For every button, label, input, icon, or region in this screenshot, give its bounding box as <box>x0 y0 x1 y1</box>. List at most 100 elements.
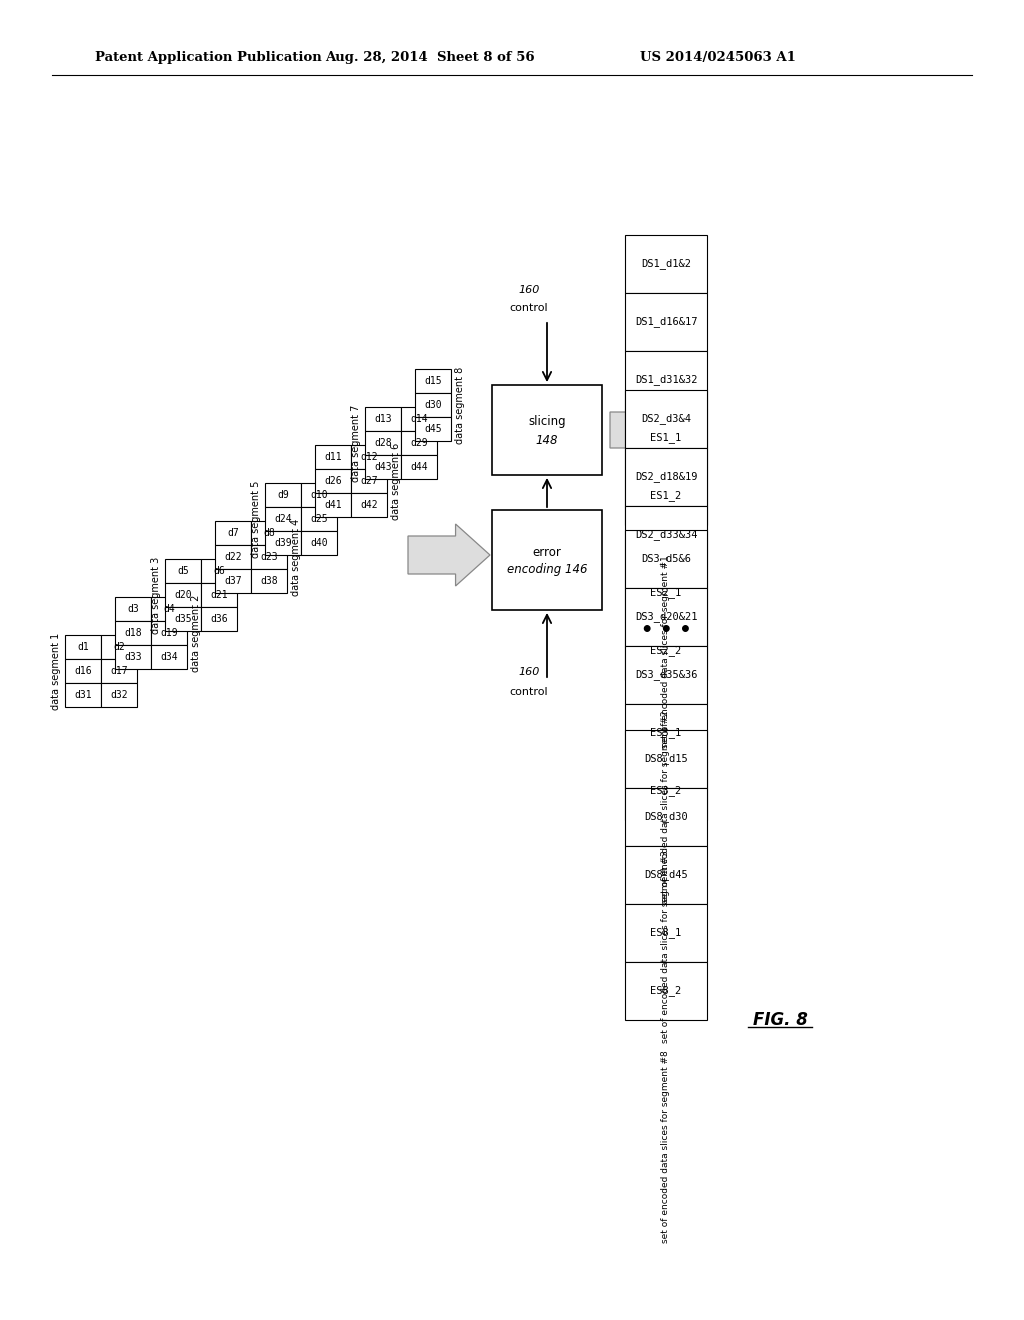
Text: ES2_2: ES2_2 <box>650 645 682 656</box>
Text: set of encoded data slices for segment #2: set of encoded data slices for segment #… <box>662 710 671 903</box>
Text: DS3_d20&21: DS3_d20&21 <box>635 611 697 623</box>
Text: d30: d30 <box>424 400 441 411</box>
Text: d29: d29 <box>411 438 428 447</box>
Bar <box>351 492 387 517</box>
Bar <box>415 370 451 393</box>
Bar <box>625 389 707 447</box>
Bar <box>201 583 237 607</box>
Text: d44: d44 <box>411 462 428 473</box>
Text: DS2_d33&34: DS2_d33&34 <box>635 529 697 540</box>
Text: ES8_1: ES8_1 <box>650 928 682 939</box>
Bar <box>151 597 187 620</box>
Text: d14: d14 <box>411 414 428 424</box>
Bar <box>625 293 707 351</box>
Text: d23: d23 <box>260 552 278 562</box>
Bar <box>625 704 707 762</box>
Bar <box>625 506 707 564</box>
Text: ES1_1: ES1_1 <box>650 433 682 444</box>
Text: d42: d42 <box>360 500 378 510</box>
Bar <box>365 432 401 455</box>
Text: DS2_d18&19: DS2_d18&19 <box>635 471 697 482</box>
Bar <box>301 483 337 507</box>
Bar <box>415 417 451 441</box>
Bar <box>315 492 351 517</box>
Text: d19: d19 <box>160 628 178 638</box>
Bar <box>115 645 151 669</box>
Text: d12: d12 <box>360 451 378 462</box>
Text: d45: d45 <box>424 424 441 434</box>
Polygon shape <box>610 400 690 459</box>
Text: d10: d10 <box>310 490 328 500</box>
Text: d6: d6 <box>213 566 225 576</box>
Bar <box>151 645 187 669</box>
Bar <box>625 730 707 788</box>
Bar <box>625 409 707 467</box>
Bar <box>115 597 151 620</box>
Bar <box>101 635 137 659</box>
Bar <box>492 385 602 475</box>
Text: data segment 3: data segment 3 <box>151 556 161 634</box>
Bar <box>492 510 602 610</box>
Text: set of encoded data slices for segment #8: set of encoded data slices for segment #… <box>662 1049 671 1242</box>
Bar <box>401 407 437 432</box>
Bar <box>265 507 301 531</box>
Bar <box>625 564 707 622</box>
Text: DS8_d45: DS8_d45 <box>644 870 688 880</box>
Bar <box>625 351 707 409</box>
Bar <box>215 545 251 569</box>
Text: d35: d35 <box>174 614 191 624</box>
Bar <box>115 620 151 645</box>
Text: d34: d34 <box>160 652 178 663</box>
Text: d5: d5 <box>177 566 188 576</box>
Text: data segment 8: data segment 8 <box>455 367 465 444</box>
Bar <box>251 569 287 593</box>
Text: control: control <box>510 304 548 313</box>
Text: data segment 5: data segment 5 <box>251 480 261 557</box>
Bar <box>401 455 437 479</box>
Bar <box>265 483 301 507</box>
Bar <box>301 507 337 531</box>
Text: 160: 160 <box>518 667 540 677</box>
Bar <box>165 607 201 631</box>
Bar <box>625 467 707 525</box>
Text: d25: d25 <box>310 513 328 524</box>
Text: d31: d31 <box>74 690 92 700</box>
Text: d3: d3 <box>127 605 139 614</box>
Text: d20: d20 <box>174 590 191 601</box>
Text: d32: d32 <box>111 690 128 700</box>
Bar <box>625 762 707 820</box>
Bar <box>315 445 351 469</box>
Bar <box>301 531 337 554</box>
Text: set of encoded data slices for segment #1: set of encoded data slices for segment #… <box>662 554 671 747</box>
Text: d43: d43 <box>374 462 392 473</box>
Bar <box>101 682 137 708</box>
Text: Patent Application Publication: Patent Application Publication <box>95 51 322 65</box>
Bar <box>625 447 707 506</box>
Bar <box>265 531 301 554</box>
Bar <box>625 587 707 645</box>
Text: d40: d40 <box>310 539 328 548</box>
Bar <box>165 583 201 607</box>
Text: DS3_d5&6: DS3_d5&6 <box>641 553 691 565</box>
Text: ES1_2: ES1_2 <box>650 491 682 502</box>
Text: data segment 2: data segment 2 <box>191 594 201 672</box>
Text: d27: d27 <box>360 477 378 486</box>
Text: DS1_d16&17: DS1_d16&17 <box>635 317 697 327</box>
Bar <box>65 659 101 682</box>
Text: ES2_1: ES2_1 <box>650 587 682 598</box>
Text: error: error <box>532 545 561 558</box>
Bar <box>65 635 101 659</box>
Text: d13: d13 <box>374 414 392 424</box>
Text: d2: d2 <box>113 642 125 652</box>
Text: US 2014/0245063 A1: US 2014/0245063 A1 <box>640 51 796 65</box>
Text: 160: 160 <box>518 285 540 294</box>
Text: d21: d21 <box>210 590 227 601</box>
Text: d11: d11 <box>325 451 342 462</box>
Text: d39: d39 <box>274 539 292 548</box>
Polygon shape <box>408 524 490 586</box>
Bar <box>201 558 237 583</box>
Bar <box>625 622 707 680</box>
Bar <box>251 521 287 545</box>
Text: DS3_d35&36: DS3_d35&36 <box>635 669 697 680</box>
Text: encoding 146: encoding 146 <box>507 564 587 577</box>
